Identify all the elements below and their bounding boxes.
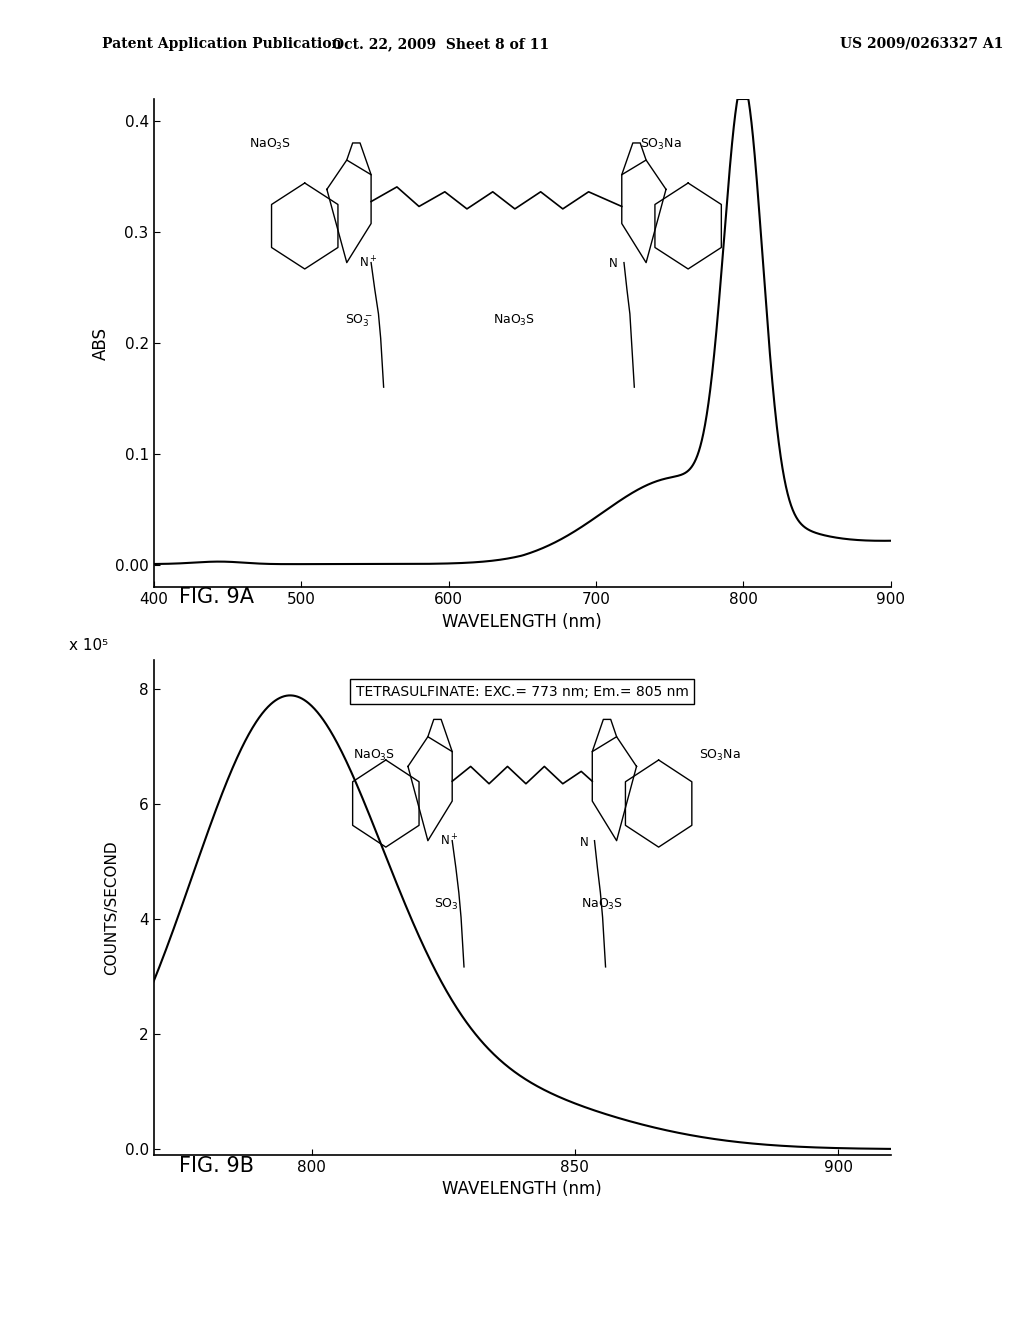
Text: FIG. 9A: FIG. 9A bbox=[179, 587, 254, 607]
Text: NaO$_3$S: NaO$_3$S bbox=[582, 896, 624, 912]
Text: N: N bbox=[580, 836, 589, 849]
Text: SO$_3$Na: SO$_3$Na bbox=[699, 748, 741, 763]
Text: SO$_3$Na: SO$_3$Na bbox=[640, 137, 682, 152]
Text: FIG. 9B: FIG. 9B bbox=[179, 1156, 254, 1176]
Text: $\mathsf{SO_3^-}$: $\mathsf{SO_3^-}$ bbox=[345, 313, 374, 329]
Text: N$^+$: N$^+$ bbox=[358, 255, 377, 271]
Text: TETRASULFINATE: EXC.= 773 nm; Em.= 805 nm: TETRASULFINATE: EXC.= 773 nm; Em.= 805 n… bbox=[355, 685, 689, 698]
Text: N$^+$: N$^+$ bbox=[439, 833, 458, 849]
Text: N: N bbox=[609, 257, 618, 271]
X-axis label: WAVELENGTH (nm): WAVELENGTH (nm) bbox=[442, 612, 602, 631]
Text: NaO$_3$S: NaO$_3$S bbox=[352, 748, 395, 763]
Y-axis label: ABS: ABS bbox=[91, 327, 110, 360]
Text: US 2009/0263327 A1: US 2009/0263327 A1 bbox=[840, 37, 1004, 51]
Text: Patent Application Publication: Patent Application Publication bbox=[102, 37, 342, 51]
Text: SO$_3$: SO$_3$ bbox=[434, 896, 459, 912]
X-axis label: WAVELENGTH (nm): WAVELENGTH (nm) bbox=[442, 1180, 602, 1199]
Text: NaO$_3$S: NaO$_3$S bbox=[493, 313, 535, 327]
Text: NaO$_3$S: NaO$_3$S bbox=[250, 137, 292, 152]
Text: x 10⁵: x 10⁵ bbox=[69, 638, 108, 653]
Y-axis label: COUNTS/SECOND: COUNTS/SECOND bbox=[104, 841, 119, 974]
Text: Oct. 22, 2009  Sheet 8 of 11: Oct. 22, 2009 Sheet 8 of 11 bbox=[332, 37, 549, 51]
